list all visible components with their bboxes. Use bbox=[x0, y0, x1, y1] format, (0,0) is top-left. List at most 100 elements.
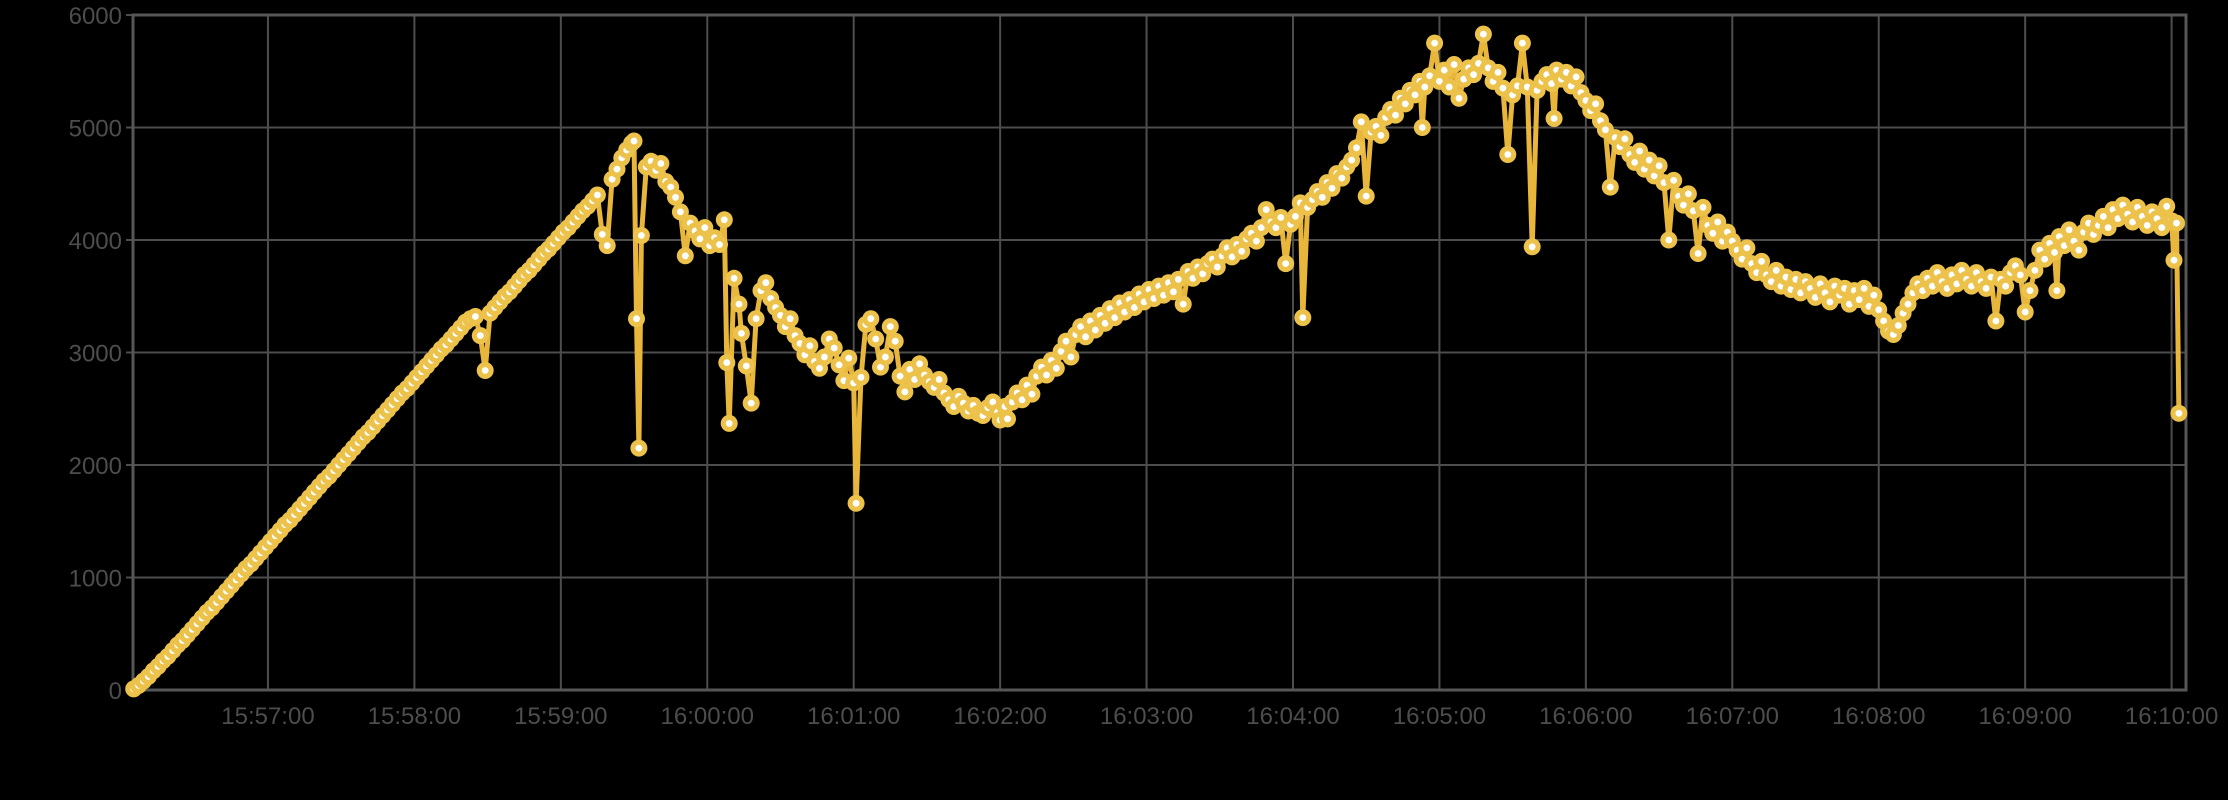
x-tick-label: 15:58:00 bbox=[368, 703, 461, 730]
data-point-center bbox=[1504, 151, 1512, 158]
x-tick-label: 16:06:00 bbox=[1539, 703, 1632, 730]
data-point-center bbox=[681, 252, 689, 260]
data-point-center bbox=[723, 359, 731, 366]
data-point-center bbox=[2114, 215, 2122, 223]
data-point-center bbox=[1282, 260, 1290, 267]
data-point-center bbox=[696, 235, 704, 243]
data-point-center bbox=[1772, 267, 1780, 274]
data-point-center bbox=[816, 364, 823, 372]
data-point-center bbox=[891, 337, 899, 345]
y-tick-label: 2000 bbox=[69, 453, 122, 480]
data-point-center bbox=[598, 231, 606, 238]
data-point-center bbox=[2129, 218, 2137, 226]
data-point-center bbox=[2175, 409, 2183, 417]
y-tick-label: 4000 bbox=[69, 228, 122, 255]
data-point-center bbox=[1494, 69, 1502, 76]
data-point-center bbox=[1238, 247, 1246, 255]
data-point-center bbox=[725, 420, 733, 427]
data-point-center bbox=[2099, 213, 2107, 220]
data-point-center bbox=[1091, 326, 1099, 334]
x-tick-label: 16:09:00 bbox=[1978, 703, 2071, 730]
x-tick-label: 16:03:00 bbox=[1100, 703, 1193, 730]
data-point-center bbox=[1077, 323, 1085, 330]
data-point-center bbox=[1362, 192, 1370, 200]
data-point-center bbox=[1353, 144, 1360, 152]
data-point-center bbox=[1018, 396, 1026, 404]
data-point-center bbox=[906, 366, 914, 373]
data-point-center bbox=[867, 315, 875, 323]
y-tick-label: 0 bbox=[109, 678, 122, 705]
data-point-center bbox=[594, 191, 601, 199]
data-point-center bbox=[1377, 132, 1385, 139]
data-point-center bbox=[1067, 353, 1075, 361]
data-point-center bbox=[1484, 64, 1492, 72]
data-point-center bbox=[1440, 66, 1448, 74]
data-point-center bbox=[1170, 288, 1177, 296]
data-point-center bbox=[1929, 282, 1936, 290]
data-point-center bbox=[667, 183, 675, 191]
x-tick-label: 16:05:00 bbox=[1393, 703, 1486, 730]
data-point-center bbox=[657, 160, 665, 167]
data-point-center bbox=[1875, 306, 1883, 314]
data-point-center bbox=[472, 313, 479, 320]
data-point-center bbox=[1982, 285, 1990, 292]
data-point-center bbox=[1714, 218, 1722, 226]
data-point-center bbox=[677, 208, 684, 216]
data-point-center bbox=[1357, 118, 1365, 126]
data-point-center bbox=[845, 354, 853, 362]
data-point-center bbox=[2158, 224, 2166, 232]
data-point-center bbox=[1953, 280, 1961, 288]
data-point-center bbox=[735, 300, 743, 308]
data-point-center bbox=[821, 353, 828, 361]
data-point-center bbox=[1797, 289, 1804, 297]
data-point-center bbox=[1650, 172, 1658, 180]
data-point-center bbox=[1411, 91, 1419, 99]
data-point-center bbox=[730, 274, 738, 282]
data-point-center bbox=[635, 444, 643, 452]
data-point-center bbox=[1548, 80, 1556, 87]
data-point-center bbox=[1631, 159, 1639, 166]
data-point-center bbox=[1826, 298, 1834, 306]
x-tick-label: 16:10:00 bbox=[2125, 703, 2218, 730]
data-point-center bbox=[1655, 162, 1663, 170]
data-point-center bbox=[672, 193, 679, 201]
data-point-center bbox=[1694, 250, 1702, 257]
data-point-center bbox=[1904, 300, 1912, 308]
data-point-center bbox=[1004, 415, 1011, 423]
data-point-center bbox=[476, 332, 484, 339]
data-point-center bbox=[2021, 308, 2029, 316]
data-point-center bbox=[1767, 278, 1775, 285]
data-point-center bbox=[2051, 249, 2058, 256]
data-point-center bbox=[1670, 177, 1678, 184]
data-point-center bbox=[1213, 263, 1221, 271]
data-point-center bbox=[1328, 184, 1336, 192]
data-point-center bbox=[1992, 317, 2000, 325]
data-point-center bbox=[1528, 243, 1536, 251]
data-point-center bbox=[989, 398, 997, 406]
data-point-center bbox=[1272, 224, 1280, 232]
data-point-center bbox=[1480, 30, 1487, 38]
data-point-center bbox=[857, 373, 865, 381]
data-point-center bbox=[872, 335, 880, 343]
data-point-center bbox=[608, 175, 616, 183]
data-point-center bbox=[2075, 246, 2083, 254]
data-point-center bbox=[1894, 322, 1902, 329]
data-point-center bbox=[1699, 204, 1707, 211]
data-point-center bbox=[1562, 69, 1570, 76]
data-point-center bbox=[1550, 115, 1558, 122]
data-point-center bbox=[1348, 156, 1355, 164]
data-point-center bbox=[1318, 193, 1326, 201]
data-point-center bbox=[2041, 255, 2049, 263]
data-point-center bbox=[935, 376, 943, 383]
data-point-center bbox=[1121, 308, 1128, 316]
data-point-center bbox=[2163, 202, 2171, 210]
data-point-center bbox=[2170, 256, 2178, 264]
data-point-center bbox=[901, 388, 909, 396]
data-point-center bbox=[2173, 219, 2180, 227]
data-point-center bbox=[1131, 304, 1138, 311]
data-point-center bbox=[1426, 72, 1434, 80]
data-point-center bbox=[613, 165, 621, 173]
data-point-center bbox=[1846, 300, 1853, 308]
